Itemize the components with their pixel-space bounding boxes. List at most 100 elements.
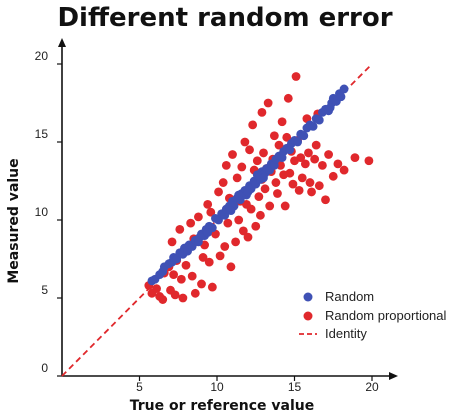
data-point-random (308, 122, 318, 131)
legend-label-proportional: Random proportional (325, 308, 447, 323)
data-point-random-proportional (231, 237, 241, 247)
data-point-random-proportional (291, 72, 301, 81)
legend-label-random: Random (325, 289, 374, 304)
data-point-random-proportional (226, 262, 236, 272)
data-point-random-proportional (240, 137, 250, 147)
data-point-random-proportional (283, 93, 293, 103)
data-point-random-proportional (220, 242, 230, 251)
data-point-random-proportional (243, 232, 253, 242)
data-point-random-proportional (170, 290, 180, 300)
data-point-random-proportional (223, 218, 233, 228)
legend: Random Random proportional Identity (299, 289, 447, 341)
identity-line (61, 63, 373, 377)
data-point-random-proportional (328, 171, 338, 181)
data-point-random-proportional (339, 165, 349, 175)
data-point-random-proportional (276, 161, 285, 170)
x-tick-label: 20 (365, 380, 379, 394)
data-point-random-proportional (285, 168, 295, 178)
data-point-random-proportional (252, 156, 262, 166)
data-point-random-proportional (304, 148, 313, 158)
data-point-random (314, 115, 324, 125)
y-tick-label: 20 (35, 49, 49, 63)
data-point-random-proportional (167, 237, 177, 247)
data-point-random-proportional (263, 98, 273, 108)
data-point-random-proportional (215, 251, 225, 261)
data-point-random-proportional (254, 192, 264, 202)
y-tick-label: 10 (35, 205, 49, 219)
data-point-random-proportional (190, 288, 200, 298)
data-point-random-proportional (257, 107, 267, 117)
data-point-random-proportional (186, 218, 196, 228)
data-point-random-proportional (232, 173, 242, 183)
data-point-random-proportional (318, 161, 327, 170)
data-point-random-proportional (333, 159, 343, 169)
x-tick-label: 10 (210, 380, 224, 394)
data-point-random-proportional (350, 153, 360, 163)
data-point-random-proportional (198, 253, 208, 262)
axis-ticks: 5 10 15 20 0 5 10 15 20 (35, 49, 379, 394)
data-point-random (243, 187, 253, 197)
data-point-random-proportional (364, 156, 374, 166)
data-point-random-proportional (194, 212, 203, 222)
data-point-random-proportional (324, 150, 333, 159)
data-point-random (203, 228, 213, 237)
data-point-random-proportional (310, 154, 320, 164)
data-point-random-proportional (271, 178, 281, 187)
data-point-random-proportional (274, 140, 284, 150)
x-axis-label: True or reference value (130, 398, 315, 414)
data-point-random (234, 190, 244, 200)
data-point-random-proportional (282, 132, 292, 142)
data-point-random-proportional (152, 284, 161, 294)
data-point-random-proportional (321, 195, 330, 205)
data-point-random-proportional (238, 226, 248, 236)
data-point-random-proportional (246, 204, 256, 214)
data-point-random-proportional (245, 145, 254, 155)
data-point-random (226, 206, 236, 216)
data-point-random-proportional (300, 159, 310, 169)
data-point-random-proportional (158, 295, 168, 304)
series-random-proportional (144, 72, 374, 304)
data-point-random-proportional (207, 282, 217, 292)
data-point-random-proportional (175, 224, 185, 234)
data-point-random-proportional (176, 274, 186, 284)
data-point-random-proportional (187, 271, 197, 281)
data-point-random (299, 131, 309, 141)
data-point-random (293, 137, 302, 147)
data-point-random (336, 92, 346, 102)
data-point-random-proportional (197, 279, 206, 289)
data-point-random-proportional (169, 270, 179, 279)
data-point-random-proportional (237, 162, 247, 172)
data-point-random-proportional (206, 207, 216, 217)
legend-marker-proportional (303, 311, 313, 321)
data-point-random-proportional (203, 200, 213, 209)
series-random (147, 84, 349, 286)
y-tick-label: 5 (41, 283, 48, 297)
data-point-random-proportional (251, 221, 261, 231)
data-point-random-proportional (178, 293, 188, 303)
data-point-random-proportional (214, 187, 223, 197)
data-point-random-proportional (221, 161, 231, 170)
data-point-random-proportional (259, 148, 268, 158)
y-axis-label: Measured value (6, 158, 22, 283)
data-point-random-proportional (311, 140, 321, 150)
data-point-random-proportional (277, 117, 287, 127)
data-point-random-proportional (280, 201, 290, 211)
data-point-random-proportional (234, 215, 244, 225)
data-point-random-proportional (305, 178, 315, 187)
data-point-random-proportional (273, 189, 282, 198)
data-point-random (325, 103, 335, 113)
legend-label-identity: Identity (325, 326, 367, 341)
data-point-random-proportional (294, 185, 304, 195)
y-tick-label: 0 (41, 361, 48, 375)
data-point-random-proportional (314, 181, 324, 191)
data-point-random-proportional (228, 150, 237, 159)
data-point-random (339, 84, 349, 94)
data-point-random-proportional (265, 201, 275, 211)
data-point-random-proportional (204, 257, 214, 267)
data-point-random-proportional (296, 153, 306, 163)
data-point-random-proportional (218, 178, 228, 187)
legend-marker-random (303, 292, 313, 302)
data-point-random (259, 173, 268, 183)
data-point-random-proportional (297, 173, 307, 183)
data-point-random-proportional (269, 131, 279, 141)
